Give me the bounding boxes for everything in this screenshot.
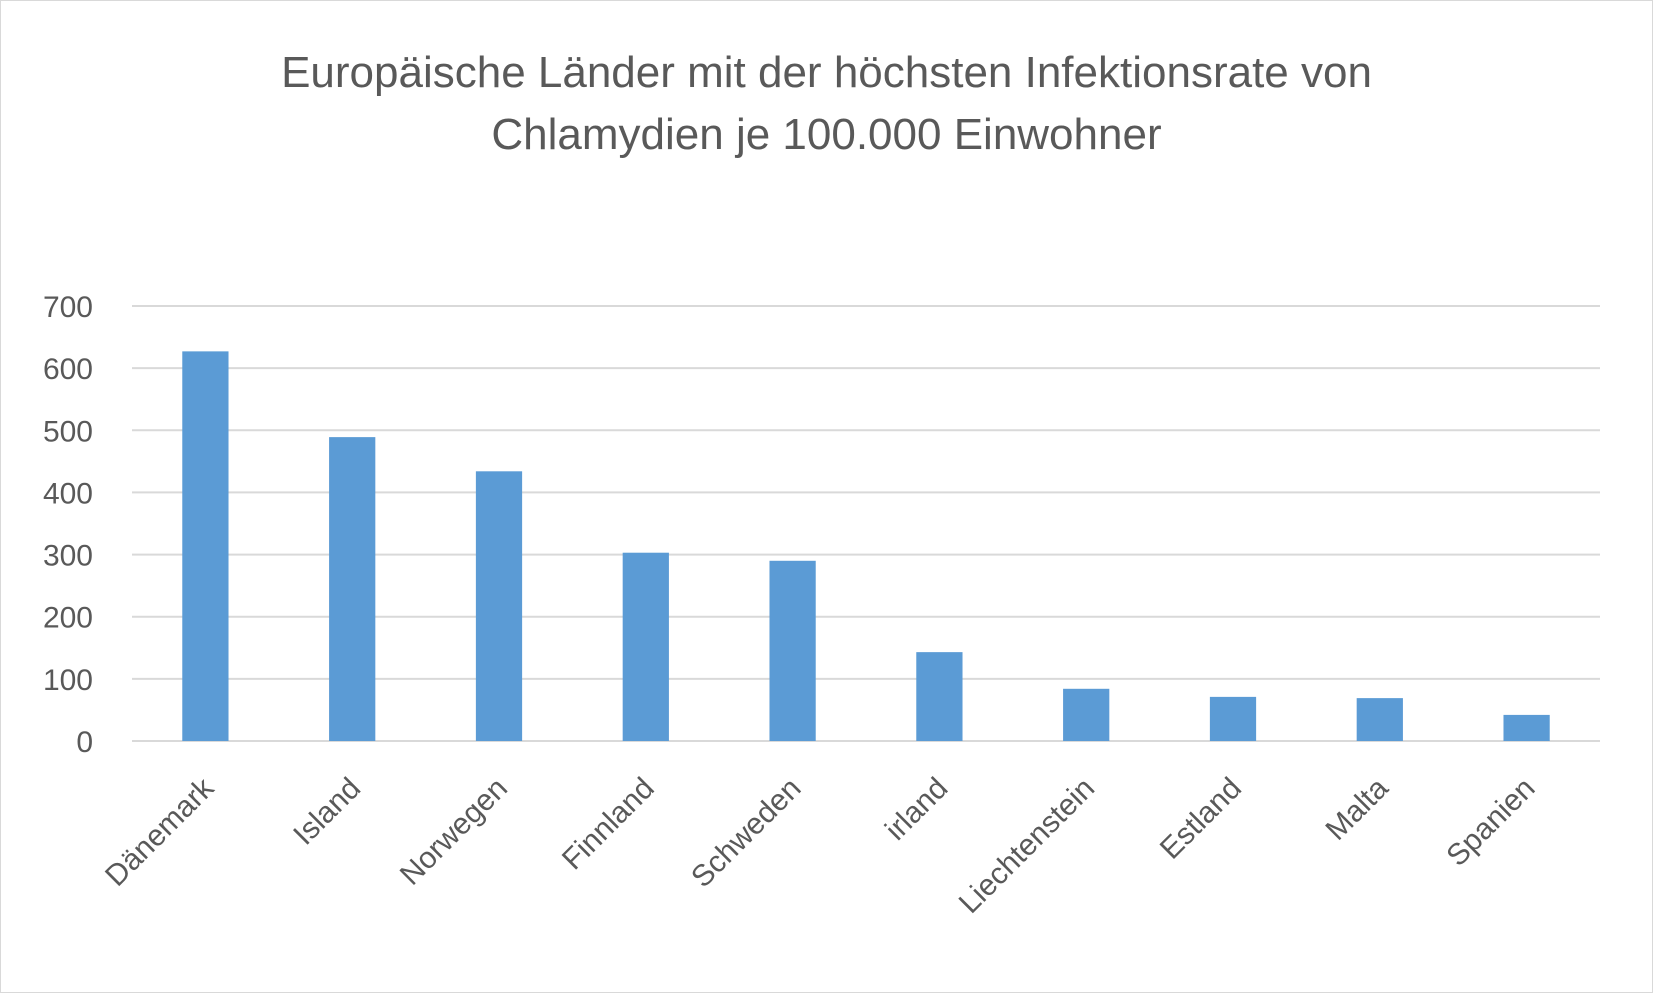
bar-norwegen xyxy=(475,471,523,741)
chart-title-line-2: Chlamydien je 100.000 Einwohner xyxy=(491,110,1162,159)
x-tick-label: irland xyxy=(879,772,954,847)
bar-estland xyxy=(1209,696,1257,741)
bars xyxy=(182,351,1550,741)
y-axis-ticks: 0 100 200 300 400 500 600 700 xyxy=(43,291,93,759)
bar-finnland xyxy=(622,552,669,741)
bar-dänemark xyxy=(182,351,229,741)
x-tick-label: Schweden xyxy=(685,772,807,894)
x-tick-label: Norwegen xyxy=(394,772,514,892)
bar-schweden xyxy=(769,560,816,741)
y-tick-label: 300 xyxy=(43,540,93,573)
x-tick-label: Estland xyxy=(1154,772,1248,866)
y-tick-label: 600 xyxy=(43,353,93,386)
bar-malta xyxy=(1356,698,1403,741)
chart-title-line-1: Europäische Länder mit der höchsten Infe… xyxy=(281,48,1372,97)
y-tick-label: 0 xyxy=(76,726,93,759)
x-tick-label: Spanien xyxy=(1440,772,1541,873)
x-tick-label: Finnland xyxy=(556,772,661,877)
bar-island xyxy=(329,437,376,741)
gridlines xyxy=(132,305,1600,742)
x-tick-label: Malta xyxy=(1320,771,1395,846)
y-tick-label: 400 xyxy=(43,477,93,510)
x-tick-label: Liechtenstein xyxy=(953,772,1101,920)
x-tick-label: Island xyxy=(287,772,367,852)
bar-spanien xyxy=(1503,714,1550,741)
y-tick-label: 500 xyxy=(43,415,93,448)
x-axis-categories: Dänemark Island Norwegen Finnland Schweden ir… xyxy=(99,771,1541,920)
bar-irland xyxy=(916,652,963,741)
y-tick-label: 200 xyxy=(43,602,93,635)
x-tick-label: Dänemark xyxy=(99,771,221,893)
bar-liechtenstein xyxy=(1063,688,1110,741)
y-tick-label: 100 xyxy=(43,664,93,697)
chart-title: Europäische Länder mit der höchsten Infe… xyxy=(0,42,1653,166)
y-tick-label: 700 xyxy=(43,291,93,324)
